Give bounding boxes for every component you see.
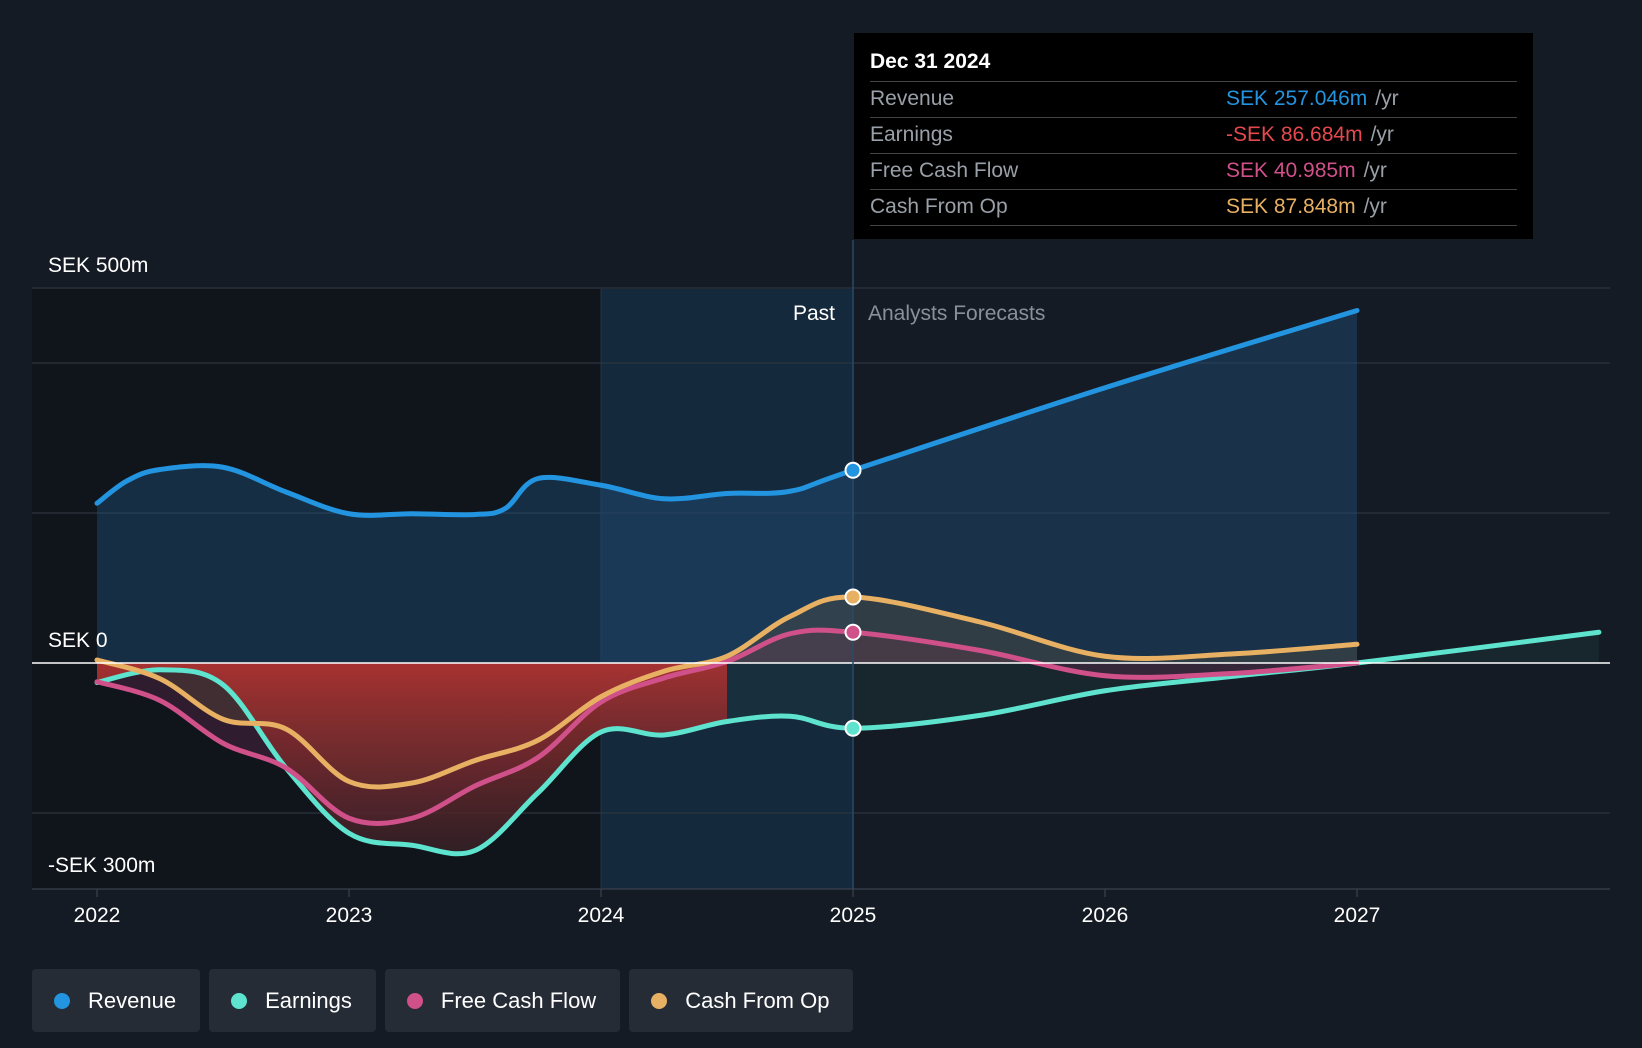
line-cash-from-op [94, 594, 1360, 790]
x-tick-label: 2024 [578, 904, 625, 927]
tooltip-unit: /yr [1363, 159, 1387, 182]
tooltip-value: SEK 40.985m [1226, 159, 1356, 182]
x-tick-label: 2022 [74, 904, 121, 927]
x-tick-label: 2026 [1082, 904, 1129, 927]
tooltip-row-cash-from-op: Cash From Op SEK 87.848m /yr [870, 190, 1517, 226]
series-areas [97, 310, 1599, 854]
tooltip-label: Revenue [870, 87, 955, 110]
tooltip-row-revenue: Revenue SEK 257.046m /yr [870, 82, 1517, 118]
legend-label: Revenue [88, 987, 177, 1013]
x-tick-label: 2023 [326, 904, 373, 927]
line-revenue [94, 308, 1360, 518]
tooltip-unit: /yr [1370, 123, 1394, 146]
tooltip-unit: /yr [1363, 195, 1387, 218]
forecast-label: Analysts Forecasts [868, 302, 1045, 325]
earnings-negative-area [97, 663, 727, 854]
legend-item-free-cash-flow[interactable]: Free Cash Flow [384, 969, 621, 1032]
legend-dot-icon [231, 992, 248, 1009]
x-tick-label: 2025 [830, 904, 877, 927]
tooltip-unit: /yr [1375, 87, 1399, 110]
series-markers [844, 461, 862, 737]
legend: Revenue Earnings Free Cash Flow Cash Fro… [32, 969, 854, 1032]
tooltip-value: SEK 257.046m [1226, 87, 1368, 110]
line-free-cash-flow [94, 627, 1360, 826]
legend-label: Free Cash Flow [440, 987, 597, 1013]
tooltip-label: Cash From Op [870, 195, 1008, 218]
legend-dot-icon [651, 992, 668, 1009]
recent-period-highlight [601, 289, 853, 889]
tooltip-row-earnings: Earnings -SEK 86.684m /yr [870, 118, 1517, 154]
marker-revenue [844, 461, 862, 479]
data-tooltip: Dec 31 2024 Revenue SEK 257.046m /yr Ear… [854, 33, 1533, 239]
x-tick-label: 2027 [1334, 904, 1381, 927]
legend-label: Earnings [265, 987, 352, 1013]
tooltip-value: -SEK 86.684m [1226, 123, 1363, 146]
legend-label: Cash From Op [685, 987, 830, 1013]
marker-cash-from-op [844, 588, 862, 606]
tooltip-date: Dec 31 2024 [870, 47, 1517, 82]
marker-earnings [844, 719, 862, 737]
y-label-top: SEK 500m [48, 254, 148, 277]
legend-dot-icon [406, 992, 423, 1009]
y-label-bottom: -SEK 300m [48, 854, 155, 877]
marker-free-cash-flow [844, 623, 862, 641]
legend-item-cash-from-op[interactable]: Cash From Op [629, 969, 854, 1032]
legend-item-earnings[interactable]: Earnings [209, 969, 376, 1032]
tooltip-value: SEK 87.848m [1226, 195, 1356, 218]
legend-dot-icon [54, 992, 70, 1009]
y-label-zero: SEK 0 [48, 629, 108, 652]
legend-item-revenue[interactable]: Revenue [32, 969, 201, 1032]
series-lines [94, 308, 1602, 857]
area-revenue [97, 310, 1357, 663]
tooltip-row-free-cash-flow: Free Cash Flow SEK 40.985m /yr [870, 154, 1517, 190]
x-axis: 2022 2023 2024 2025 2026 2027 [74, 889, 1381, 927]
grid-lines [32, 287, 1610, 890]
past-label: Past [793, 302, 835, 325]
tooltip-label: Earnings [870, 123, 953, 146]
tooltip-label: Free Cash Flow [870, 159, 1019, 182]
